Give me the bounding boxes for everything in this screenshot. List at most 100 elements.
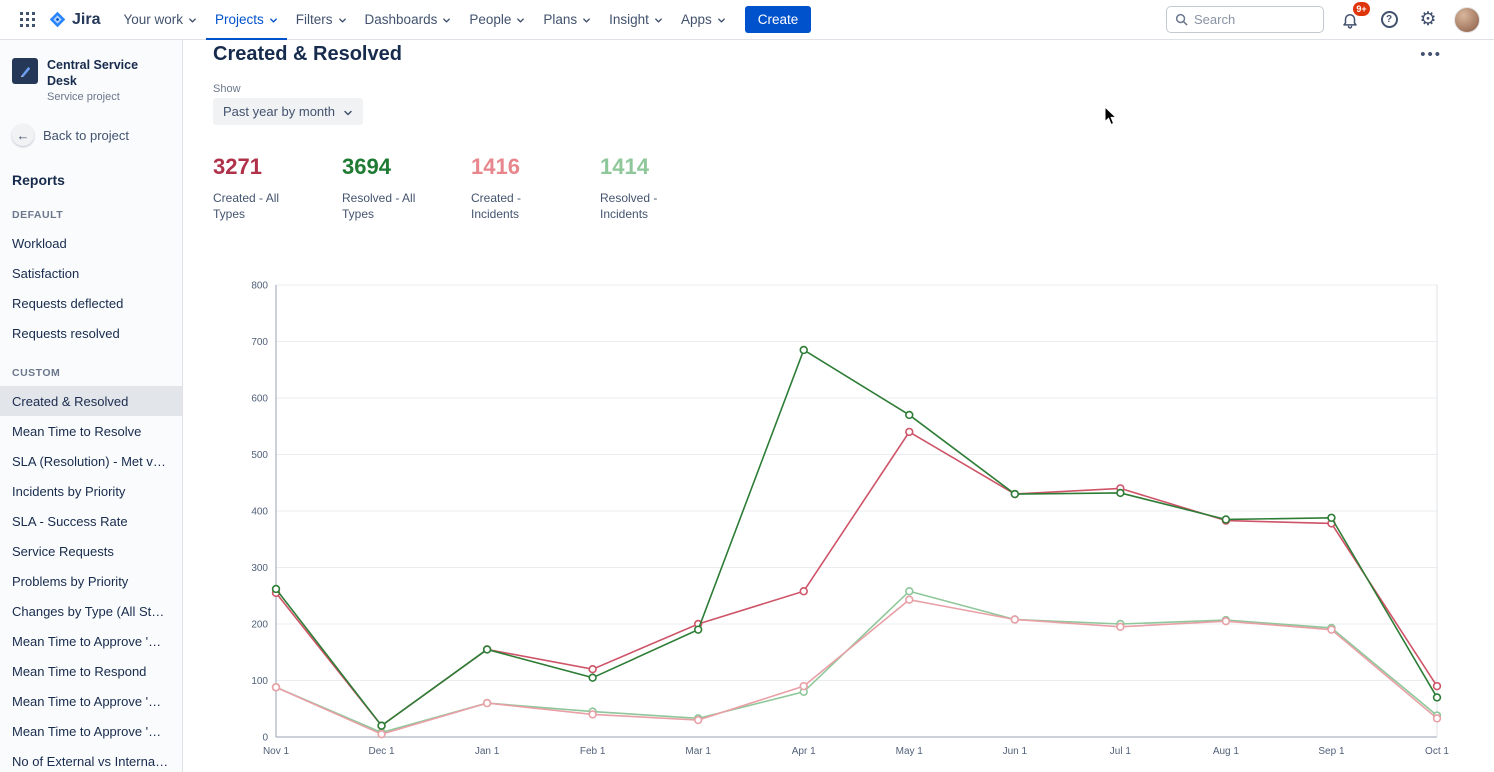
svg-text:0: 0 [262,733,268,744]
svg-text:Sep 1: Sep 1 [1318,746,1345,757]
sidebar-item-mean-time-to-approve-norm[interactable]: Mean Time to Approve 'Norm... [12,633,182,649]
stat-label: Created - Incidents [471,191,522,222]
chart-canvas[interactable]: 0 100 200 300 400 500 600 700 800 Nov 1 Dec 1 Jan 1… [230,275,1454,767]
project-type: Service project [47,91,120,104]
svg-text:500: 500 [251,450,268,461]
nav-item-people[interactable]: People [460,0,534,40]
notifications-button[interactable]: 9+ [1337,1,1370,33]
sidebar-item-sla-resolution-met-vs-bre[interactable]: SLA (Resolution) - Met vs Bre... [12,453,182,469]
sidebar-section-heading-custom: CUSTOM [12,367,61,380]
report-list: DEFAULT Workload Satisfaction Requests defl… [0,190,182,772]
search-input[interactable] [1194,12,1315,27]
stat-created-all-types: 3271 Created - All Types [213,154,342,222]
svg-text:700: 700 [251,337,268,348]
svg-text:Jul 1: Jul 1 [1110,746,1132,757]
sidebar-item-mean-time-to-approve-norm[interactable]: Mean Time to Approve 'Norm... [12,723,182,739]
sidebar-item-created-resolved[interactable]: Created & Resolved [0,386,182,417]
notification-badge: 9+ [1353,1,1370,16]
sidebar-item-workload[interactable]: Workload [12,235,67,251]
nav-item-label: People [469,12,512,27]
page-title: Created & Resolved [213,43,402,65]
stat-value: 1414 [600,154,649,179]
top-navigation-bar: Jira Your work Projects Filters Dashboards P… [0,0,1494,40]
sidebar-item-no-of-external-vs-internal-ser[interactable]: No of External vs Internal Ser... [12,753,182,769]
sidebar: Central Service Desk Service project ← B… [0,40,183,772]
sidebar-item-problems-by-priority[interactable]: Problems by Priority [12,573,129,589]
stat-created-incidents: 1416 Created - Incidents [471,154,600,222]
nav-item-dashboards[interactable]: Dashboards [356,0,461,40]
chevron-down-icon [338,16,347,25]
sidebar-item-mean-time-to-approve-norm[interactable]: Mean Time to Approve 'Norm... [12,693,182,709]
svg-text:200: 200 [251,620,268,631]
svg-text:Mar 1: Mar 1 [685,746,711,757]
nav-item-label: Plans [543,12,578,27]
period-dropdown[interactable]: Past year by month [213,98,363,125]
settings-button[interactable]: ⚙ [1415,7,1441,33]
nav-item-projects[interactable]: Projects [206,0,287,40]
nav-item-label: Insight [609,12,649,27]
project-name: Central Service Desk [47,58,139,88]
svg-text:Dec 1: Dec 1 [368,746,395,757]
nav-item-filters[interactable]: Filters [287,0,356,40]
svg-text:Jan 1: Jan 1 [475,746,500,757]
sidebar-item-satisfaction[interactable]: Satisfaction [12,265,80,281]
user-avatar[interactable] [1454,6,1480,33]
nav-item-insight[interactable]: Insight [600,0,672,40]
nav-item-label: Filters [295,12,333,27]
svg-text:Oct 1: Oct 1 [1425,746,1449,757]
nav-item-label: Projects [215,12,264,27]
nav-item-apps[interactable]: Apps [672,0,735,40]
chevron-down-icon [654,16,663,25]
jira-logo-text: Jira [72,10,101,28]
search-box[interactable] [1166,6,1324,33]
sidebar-item-mean-time-to-respond[interactable]: Mean Time to Respond [12,663,147,679]
reports-heading: Reports [12,172,65,189]
back-to-project-label: Back to project [43,127,129,143]
project-title-block: Central Service Desk Service project [47,58,170,103]
svg-text:400: 400 [251,507,268,518]
project-avatar-icon [12,58,38,84]
sidebar-item-requests-deflected[interactable]: Requests deflected [12,295,124,311]
nav-item-your-work[interactable]: Your work [114,0,206,40]
chevron-down-icon [516,16,525,25]
more-options-button[interactable]: ••• [1416,42,1446,67]
svg-text:Aug 1: Aug 1 [1213,746,1240,757]
svg-text:May 1: May 1 [896,746,924,757]
chevron-down-icon [188,16,197,25]
chevron-down-icon [717,16,726,25]
sidebar-item-mean-time-to-resolve[interactable]: Mean Time to Resolve [12,423,142,439]
help-button[interactable]: ? [1376,7,1402,33]
svg-text:Feb 1: Feb 1 [580,746,606,757]
sidebar-item-service-requests[interactable]: Service Requests [12,543,114,559]
nav-right-actions: 9+ ? ⚙ [1166,1,1480,33]
ellipsis-icon: ••• [1420,46,1442,63]
nav-item-label: Your work [123,12,183,27]
svg-text:100: 100 [251,676,268,687]
app-switcher-icon[interactable] [14,7,40,33]
svg-text:Jun 1: Jun 1 [1003,746,1028,757]
sidebar-item-requests-resolved[interactable]: Requests resolved [12,325,120,341]
stat-value: 1416 [471,154,520,179]
back-arrow-icon: ← [12,124,34,147]
stats-row: 3271 Created - All Types 3694 Resolved - Al… [213,154,729,222]
jira-logo[interactable]: Jira [48,10,100,29]
sidebar-item-sla-success-rate[interactable]: SLA - Success Rate [12,513,128,529]
sidebar-item-changes-by-type-all-statuses[interactable]: Changes by Type (All Statuses) [12,603,182,619]
stat-label: Resolved - All Types [342,191,416,222]
svg-text:300: 300 [251,563,268,574]
bell-icon [1341,11,1359,29]
sidebar-item-incidents-by-priority[interactable]: Incidents by Priority [12,483,126,499]
project-header: Central Service Desk Service project [0,40,182,113]
svg-text:Apr 1: Apr 1 [792,746,816,757]
stat-label: Created - All Types [213,191,280,222]
nav-item-label: Apps [680,12,712,27]
help-icon: ? [1380,11,1398,28]
nav-item-plans[interactable]: Plans [534,0,600,40]
period-dropdown-value: Past year by month [223,104,335,119]
back-to-project-button[interactable]: ← Back to project [0,113,182,157]
stat-label: Resolved - Incidents [600,191,658,222]
created-resolved-chart[interactable]: 0 100 200 300 400 500 600 700 800 Nov 1 Dec 1 Jan 1… [230,275,1454,772]
create-button[interactable]: Create [744,6,812,33]
primary-navigation: Your work Projects Filters Dashboards People… [114,0,734,40]
chevron-down-icon [442,16,451,25]
